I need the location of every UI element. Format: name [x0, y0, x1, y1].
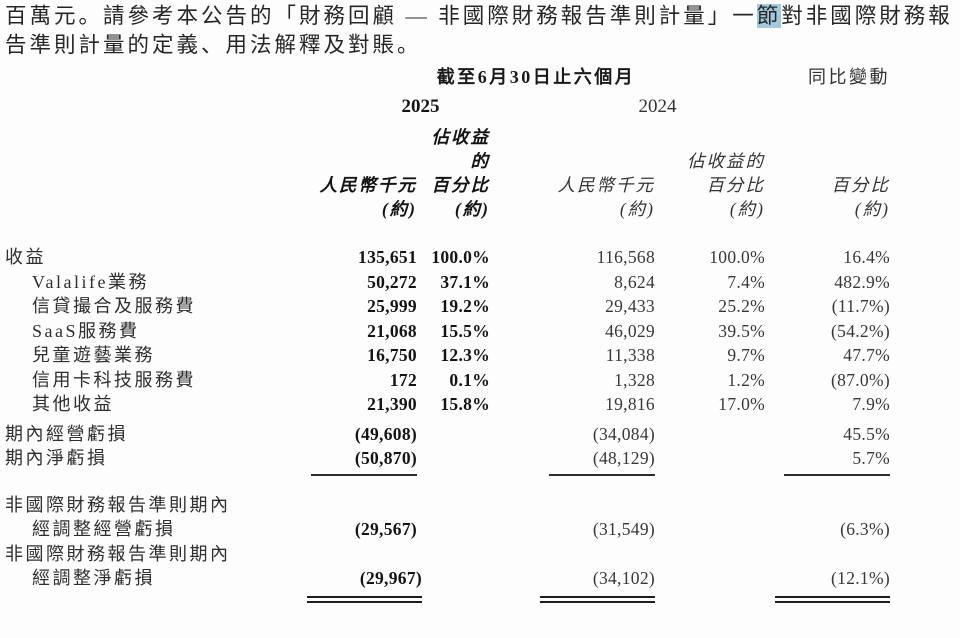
cell-yoy-pct: (12.1%): [775, 566, 890, 603]
row-label: 信用卡科技服務費: [32, 369, 196, 390]
table-row-children-amusement: 兒童遊藝業務 16,750 12.3% 11,338 9.7% 47.7%: [5, 343, 890, 368]
highlighted-text: 節: [756, 4, 782, 28]
spacer-row: [5, 223, 890, 245]
cell-yoy-pct: (11.7%): [831, 296, 890, 316]
col-header-2024-rmb: 人民幣千元 (約): [557, 175, 655, 219]
cell-2024-amount: (31,549): [592, 519, 655, 539]
cell-2025-amount: (29,567): [354, 519, 417, 539]
row-label: Valalife業務: [32, 271, 149, 292]
year-2025-label: 2025: [401, 96, 440, 117]
table-row-other-revenue: 其他收益 21,390 15.8% 19,816 17.0% 7.9%: [5, 392, 890, 417]
cell-2024-amount: (34,102): [540, 566, 655, 603]
table-row-credit-facilitation: 信貸撮合及服務費 25,999 19.2% 29,433 25.2% (11.7…: [5, 294, 890, 319]
paragraph-line-2: 告準則計量的定義、用法解釋及對賬。: [5, 33, 422, 57]
row-label: 收益: [5, 247, 46, 267]
cell-2024-amount: 46,029: [605, 320, 655, 341]
cell-yoy-pct: (6.3%): [840, 519, 890, 539]
col-header-yoy-pct: 百分比 (約): [831, 175, 890, 219]
cell-yoy-pct: 45.5%: [843, 423, 890, 444]
period-header: 截至6月30日止六個月: [436, 67, 636, 87]
row-label: 非國際財務報告準則期內 經調整經營虧損: [5, 494, 231, 540]
paragraph-text-post: 對非國際財務報: [781, 4, 953, 28]
cell-2025-amount: 135,651: [358, 247, 417, 267]
table-row-saas: SaaS服務費 21,068 15.5% 46,029 39.5% (54.2%…: [5, 319, 890, 344]
table-row-adjusted-net-loss: 非國際財務報告準則期內 經調整淨虧損 (29,967) (34,102) (12…: [5, 542, 890, 603]
row-label: SaaS服務費: [32, 320, 140, 341]
cell-2025-pct: 15.8%: [440, 394, 490, 414]
col-header-2025-pct: 佔收益的 百分比 (約): [431, 127, 490, 219]
row-label: 期內淨虧損: [5, 448, 108, 468]
document-paragraph: 百萬元。請參考本公告的「財務回顧 — 非國際財務報告準則計量」一節對非國際財務報…: [5, 2, 957, 60]
row-label: 信貸撮合及服務費: [32, 296, 196, 316]
cell-yoy-pct: (87.0%): [831, 369, 890, 390]
table-row-credit-card-tech: 信用卡科技服務費 172 0.1% 1,328 1.2% (87.0%): [5, 368, 890, 393]
row-label: 其他收益: [32, 394, 114, 414]
cell-2024-pct: 7.4%: [727, 271, 765, 292]
paragraph-text-pre: 百萬元。請參考本公告的「財務回顧 — 非國際財務報告準則計量」一: [5, 4, 757, 28]
cell-2024-amount: 19,816: [605, 394, 655, 414]
cell-2024-pct: 100.0%: [709, 247, 765, 267]
table-row-operating-loss: 期內經營虧損 (49,608) (34,084) 45.5%: [5, 417, 890, 447]
cell-yoy-pct: 482.9%: [834, 271, 890, 292]
cell-2025-pct: 15.5%: [440, 320, 490, 341]
cell-2025-amount: (50,870): [311, 446, 417, 476]
cell-2024-pct: 25.2%: [718, 296, 765, 316]
cell-2024-amount: 116,568: [596, 247, 655, 267]
row-label: 非國際財務報告準則期內 經調整淨虧損: [5, 543, 231, 589]
header-columns-row: 人民幣千元 (約) 佔收益的 百分比 (約) 人民幣千元 (約) 佔收益的 百分…: [5, 125, 890, 223]
cell-2024-amount: 29,433: [605, 296, 655, 316]
cell-2025-pct: 37.1%: [440, 271, 490, 292]
financial-table: 截至6月30日止六個月 同比變動 2025 2024 人民幣千元 (約) 佔收益…: [5, 66, 890, 603]
cell-2024-amount: (48,129): [549, 446, 655, 476]
header-period-row: 截至6月30日止六個月 同比變動: [5, 66, 890, 96]
cell-yoy-pct: 47.7%: [843, 345, 890, 365]
table-row-revenue: 收益 135,651 100.0% 116,568 100.0% 16.4%: [5, 245, 890, 270]
cell-2024-pct: 1.2%: [727, 369, 765, 390]
cell-2024-amount: (34,084): [592, 423, 655, 444]
cell-2025-amount: 21,068: [367, 320, 417, 341]
cell-2025-amount: 21,390: [367, 394, 417, 414]
cell-2024-pct: 9.7%: [727, 345, 765, 365]
cell-2025-pct: 19.2%: [440, 296, 490, 316]
cell-2024-amount: 1,328: [614, 369, 655, 390]
cell-2025-amount: 172: [389, 369, 417, 390]
table-row-valalife: Valalife業務 50,272 37.1% 8,624 7.4% 482.9…: [5, 270, 890, 295]
cell-2025-amount: 50,272: [367, 271, 417, 292]
row-label: 期內經營虧損: [5, 423, 128, 444]
financial-table-wrapper: 截至6月30日止六個月 同比變動 2025 2024 人民幣千元 (約) 佔收益…: [5, 66, 890, 603]
cell-2024-amount: 8,624: [614, 271, 655, 292]
cell-yoy-pct: (54.2%): [831, 320, 890, 341]
col-header-2025-rmb: 人民幣千元 (約): [319, 175, 417, 219]
cell-yoy-pct: 7.9%: [852, 394, 890, 414]
cell-2025-amount: (29,967): [307, 566, 422, 603]
table-row-adjusted-operating-loss: 非國際財務報告準則期內 經調整經營虧損 (29,567) (31,549) (6…: [5, 493, 890, 542]
paragraph-line-1: 百萬元。請參考本公告的「財務回顧 — 非國際財務報告準則計量」一節對非國際財務報: [5, 2, 957, 31]
cell-2025-amount: (49,608): [354, 423, 417, 444]
cell-2025-pct: 100.0%: [431, 247, 490, 267]
cell-2024-pct: 17.0%: [718, 394, 765, 414]
cell-2025-amount: 25,999: [367, 296, 417, 316]
table-row-net-loss: 期內淨虧損 (50,870) (48,129) 5.7%: [5, 446, 890, 476]
spacer-row: [5, 476, 890, 493]
year-2024-label: 2024: [638, 96, 677, 117]
cell-2024-amount: 11,338: [605, 345, 655, 365]
cell-yoy-pct: 5.7%: [784, 446, 890, 476]
cell-2025-amount: 16,750: [367, 345, 417, 365]
row-label: 兒童遊藝業務: [32, 345, 155, 365]
cell-yoy-pct: 16.4%: [843, 247, 890, 267]
header-year-row: 2025 2024: [5, 96, 890, 125]
cell-2025-pct: 0.1%: [449, 369, 490, 390]
cell-2025-pct: 12.3%: [440, 345, 490, 365]
cell-2024-pct: 39.5%: [718, 320, 765, 341]
yoy-header: 同比變動: [808, 67, 890, 87]
col-header-2024-pct: 佔收益的 百分比 (約): [687, 151, 765, 219]
